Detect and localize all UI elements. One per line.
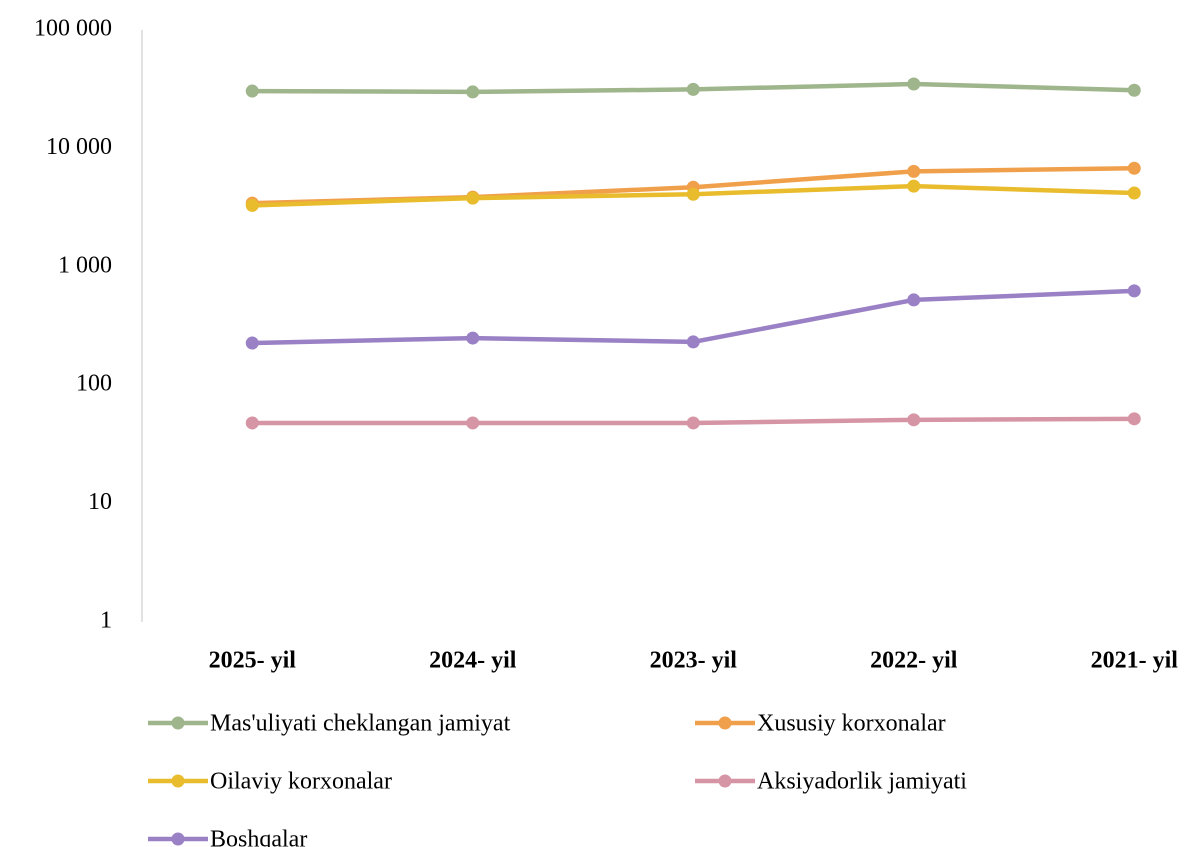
- x-tick-label: 2023- yil: [650, 648, 738, 674]
- data-point: [466, 331, 480, 345]
- series-line: [252, 288, 1135, 346]
- data-point: [686, 335, 700, 349]
- data-point: [686, 187, 700, 201]
- legend-label: Xususiy korxonalar: [757, 711, 946, 737]
- data-point: [907, 164, 921, 178]
- data-point: [907, 293, 921, 307]
- data-point: [245, 336, 259, 350]
- legend-marker: [171, 716, 185, 730]
- data-point: [1127, 186, 1141, 200]
- data-point: [466, 85, 480, 99]
- x-tick-label: 2022- yil: [870, 648, 958, 674]
- legend-label: Mas'uliyati cheklangan jamiyat: [210, 711, 511, 737]
- data-point: [466, 416, 480, 430]
- data-point: [1127, 161, 1141, 175]
- data-point: [686, 82, 700, 96]
- legend-label: Aksiyadorlik jamiyati: [757, 769, 967, 795]
- y-tick-label: 1 000: [58, 252, 112, 278]
- x-tick-label: 2021- yil: [1091, 648, 1179, 674]
- legend-marker: [718, 716, 732, 730]
- y-tick-label: 100: [76, 371, 112, 397]
- data-point: [466, 191, 480, 205]
- x-tick-label: 2025- yil: [209, 648, 297, 674]
- data-point: [907, 413, 921, 427]
- legend-label: Boshqalar: [210, 827, 307, 847]
- data-point: [245, 198, 259, 212]
- y-tick-label: 1: [100, 608, 112, 634]
- data-point: [907, 179, 921, 193]
- data-point: [245, 84, 259, 98]
- legend-marker: [171, 774, 185, 788]
- legend-marker: [718, 774, 732, 788]
- data-point: [907, 77, 921, 91]
- y-tick-label: 10 000: [46, 134, 112, 160]
- data-point: [245, 416, 259, 430]
- y-tick-label: 100 000: [34, 16, 112, 42]
- data-point: [1127, 83, 1141, 97]
- data-point: [1127, 284, 1141, 298]
- x-tick-label: 2024- yil: [429, 648, 517, 674]
- legend-marker: [171, 832, 185, 846]
- y-tick-label: 10: [88, 489, 112, 515]
- data-point: [1127, 412, 1141, 426]
- data-point: [686, 416, 700, 430]
- legend-label: Oilaviy korxonalar: [210, 769, 392, 795]
